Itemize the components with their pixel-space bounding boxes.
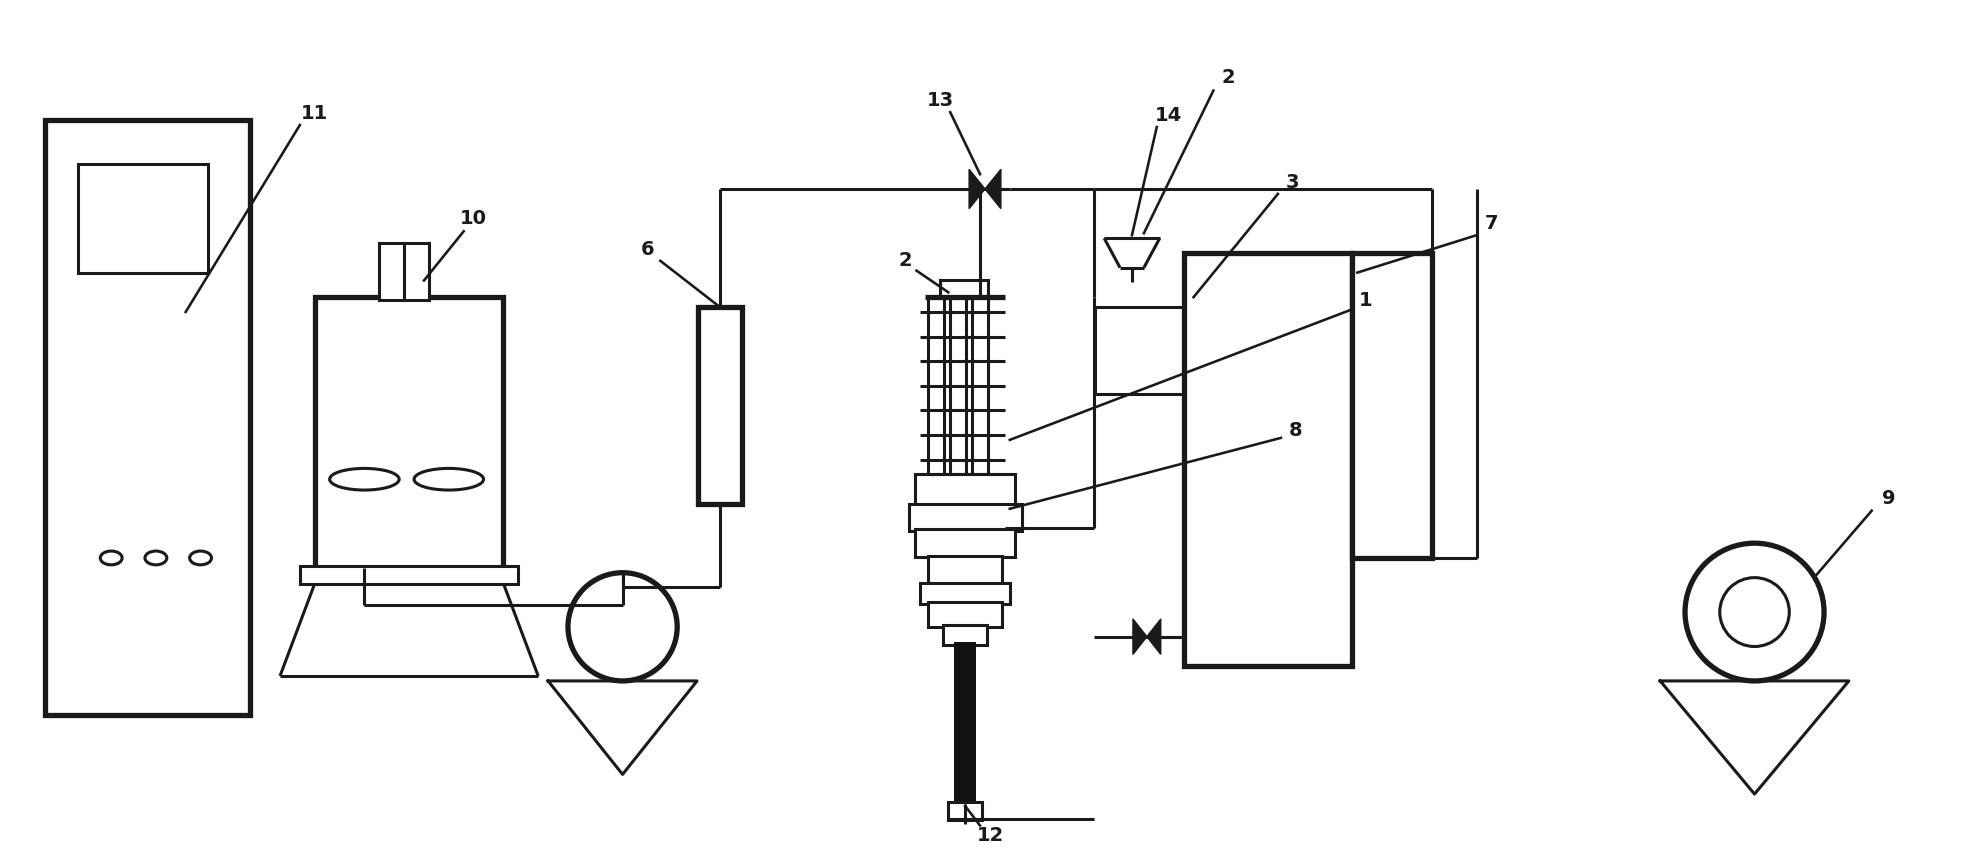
Ellipse shape [189, 551, 211, 565]
Bar [944, 625, 987, 645]
Bar [1184, 253, 1351, 666]
Ellipse shape [414, 468, 483, 490]
Bar [697, 307, 743, 504]
Bar [380, 243, 429, 300]
Bar [79, 164, 207, 273]
Text: 2: 2 [1221, 68, 1235, 87]
Bar [908, 504, 1022, 531]
Polygon shape [985, 169, 1001, 208]
Bar [1095, 307, 1204, 394]
Bar [971, 297, 989, 480]
Ellipse shape [100, 551, 122, 565]
Bar [948, 802, 981, 820]
Ellipse shape [329, 468, 400, 490]
Bar [950, 297, 965, 480]
Polygon shape [969, 169, 985, 208]
Bar [953, 642, 975, 804]
Bar [928, 602, 1003, 626]
Bar [940, 281, 989, 298]
Bar [920, 582, 1011, 604]
Text: 8: 8 [1288, 421, 1302, 440]
Text: 6: 6 [640, 240, 654, 259]
Text: 11: 11 [301, 104, 329, 123]
Circle shape [1720, 578, 1789, 646]
Text: 3: 3 [1286, 173, 1300, 192]
Polygon shape [1147, 619, 1160, 654]
Bar [315, 297, 504, 568]
Bar [916, 530, 1015, 557]
Text: 10: 10 [461, 209, 487, 228]
Text: 9: 9 [1881, 489, 1895, 508]
Circle shape [1684, 543, 1824, 681]
Bar [1351, 253, 1432, 558]
Bar [916, 474, 1015, 505]
Bar [45, 120, 250, 715]
Bar [928, 297, 944, 480]
Text: 13: 13 [926, 91, 953, 110]
Circle shape [567, 573, 678, 681]
Ellipse shape [146, 551, 167, 565]
Text: 7: 7 [1485, 214, 1497, 233]
Text: 12: 12 [977, 826, 1003, 845]
Text: 1: 1 [1359, 290, 1373, 309]
Polygon shape [1133, 619, 1147, 654]
Bar [299, 566, 518, 583]
Text: 14: 14 [1154, 105, 1182, 124]
Text: 2: 2 [898, 251, 912, 270]
Bar [928, 556, 1003, 586]
